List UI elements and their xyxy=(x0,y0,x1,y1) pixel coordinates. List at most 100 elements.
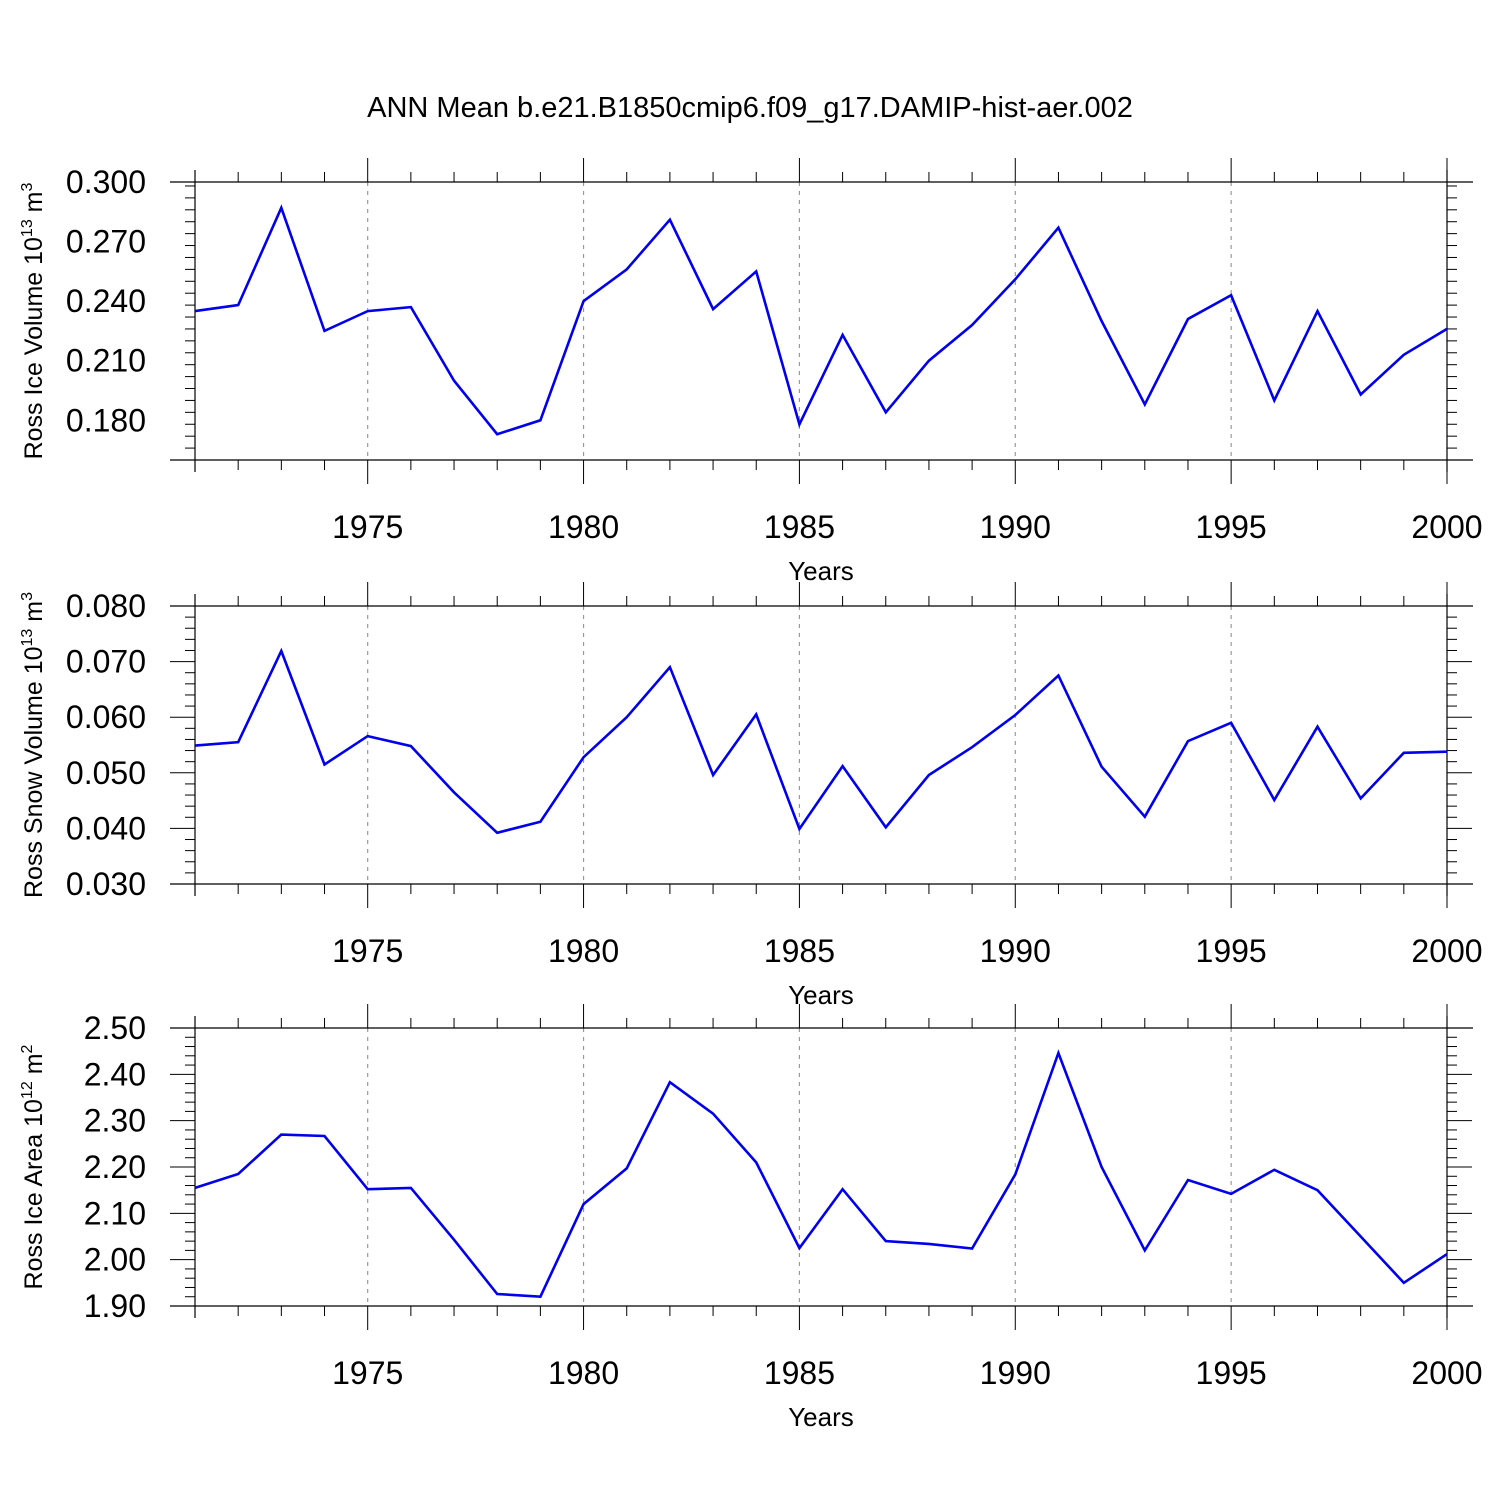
panel-1-point-1971 xyxy=(193,309,197,313)
panel-3-xtick-label-1990: 1990 xyxy=(980,1355,1051,1391)
panel-1-xtick-label-1990: 1990 xyxy=(980,509,1051,545)
panel-2-point-1993 xyxy=(1143,815,1147,819)
panel-1-xtick-label-1985: 1985 xyxy=(764,509,835,545)
panel-2-xtick-label-1995: 1995 xyxy=(1196,933,1267,969)
panel-1-point-1995 xyxy=(1229,293,1233,297)
panel-1-point-1996 xyxy=(1272,398,1276,402)
panel-2-point-1987 xyxy=(884,825,888,829)
panel-3-point-1988 xyxy=(927,1242,931,1246)
panel-2-point-1988 xyxy=(927,773,931,777)
panel-1-point-1989 xyxy=(970,323,974,327)
panel-1-point-1988 xyxy=(927,359,931,363)
panel-2-xtick-label-2000: 2000 xyxy=(1411,933,1482,969)
panel-3-point-1993 xyxy=(1143,1248,1147,1252)
panel-1-point-1980 xyxy=(582,299,586,303)
panel-3-point-1972 xyxy=(236,1172,240,1176)
panel-2-point-1979 xyxy=(538,820,542,824)
panel-2-point-1972 xyxy=(236,740,240,744)
panel-1-point-1976 xyxy=(409,305,413,309)
panel-2-series-line xyxy=(194,647,1448,835)
panel-1-point-1993 xyxy=(1143,402,1147,406)
panel-2-point-1977 xyxy=(452,790,456,794)
panel-2-ytick-label-5: 0.080 xyxy=(66,588,146,624)
panel-2-point-2000 xyxy=(1445,750,1449,754)
panel-1-point-1975 xyxy=(366,309,370,313)
panel-2-xtick-label-1980: 1980 xyxy=(548,933,619,969)
panel-2-point-1997 xyxy=(1315,725,1319,729)
panel-3-point-1986 xyxy=(841,1187,845,1191)
panel-1-point-1979 xyxy=(538,418,542,422)
panel-1-point-1973 xyxy=(279,206,283,210)
panel-3-ytick-label-3: 2.20 xyxy=(84,1149,146,1185)
panel-1-xaxis-label: Years xyxy=(788,556,854,586)
panel-3-point-1971 xyxy=(193,1186,197,1190)
panel-1-point-1986 xyxy=(841,333,845,337)
panel-3-point-1977 xyxy=(452,1238,456,1242)
panel-2-point-1992 xyxy=(1100,765,1104,769)
panel-3-ytick-label-1: 2.00 xyxy=(84,1242,146,1278)
panel-2-ytick-label-0: 0.030 xyxy=(66,866,146,902)
panel-3-ytick-label-2: 2.10 xyxy=(84,1195,146,1231)
panel-3-series-line xyxy=(194,1049,1448,1299)
panel-3-xtick-label-1985: 1985 xyxy=(764,1355,835,1391)
panel-2-point-1999 xyxy=(1402,751,1406,755)
panel-3-point-1987 xyxy=(884,1239,888,1243)
panel-1-point-1984 xyxy=(754,269,758,273)
panel-3-point-1984 xyxy=(754,1160,758,1164)
panel-2-point-1980 xyxy=(582,755,586,759)
panel-2-point-1976 xyxy=(409,744,413,748)
panel-1-xtick-label-2000: 2000 xyxy=(1411,509,1482,545)
panel-1-xtick-label-1980: 1980 xyxy=(548,509,619,545)
panel-1-ytick-label-4: 0.300 xyxy=(66,164,146,200)
panel-2-point-1971 xyxy=(193,744,197,748)
panel-3-ytick-label-0: 1.90 xyxy=(84,1288,146,1324)
panel-1-point-1994 xyxy=(1186,317,1190,321)
panel-2-xtick-label-1990: 1990 xyxy=(980,933,1051,969)
panel-3-point-1976 xyxy=(409,1186,413,1190)
panel-3-ytick-label-4: 2.30 xyxy=(84,1103,146,1139)
panel-1-point-1990 xyxy=(1013,277,1017,281)
panel-3-point-1995 xyxy=(1229,1192,1233,1196)
panel-2-point-1986 xyxy=(841,764,845,768)
panel-3-point-1978 xyxy=(495,1292,499,1296)
panel-3-xtick-label-1980: 1980 xyxy=(548,1355,619,1391)
panel-3-point-1998 xyxy=(1359,1235,1363,1239)
panel-1-point-2000 xyxy=(1445,327,1449,331)
panel-2-point-1984 xyxy=(754,712,758,716)
panel-2-point-1975 xyxy=(366,734,370,738)
panel-2-point-1981 xyxy=(625,715,629,719)
panel-1-ytick-label-0: 0.180 xyxy=(66,402,146,438)
panel-2-point-1978 xyxy=(495,831,499,835)
panel-3-point-1981 xyxy=(625,1166,629,1170)
panel-3-point-1975 xyxy=(366,1187,370,1191)
panel-3-xtick-label-1975: 1975 xyxy=(332,1355,403,1391)
panel-3-point-1980 xyxy=(582,1202,586,1206)
panel-3-point-1983 xyxy=(711,1112,715,1116)
panel-2-point-1991 xyxy=(1056,674,1060,678)
panel-2-ytick-label-3: 0.060 xyxy=(66,699,146,735)
panel-1-xtick-label-1975: 1975 xyxy=(332,509,403,545)
panel-3-xtick-label-1995: 1995 xyxy=(1196,1355,1267,1391)
panel-1-ytick-label-3: 0.270 xyxy=(66,224,146,260)
panel-3-point-1994 xyxy=(1186,1178,1190,1182)
panel-1-series-line xyxy=(194,204,1448,436)
panel-3-point-1985 xyxy=(797,1246,801,1250)
panel-2-xtick-label-1985: 1985 xyxy=(764,933,835,969)
panel-2-point-1996 xyxy=(1272,798,1276,802)
panel-1-point-1987 xyxy=(884,410,888,414)
panel-1-point-1998 xyxy=(1359,392,1363,396)
panel-2-xtick-label-1975: 1975 xyxy=(332,933,403,969)
panel-3-point-1990 xyxy=(1013,1172,1017,1176)
panel-3-ytick-label-6: 2.50 xyxy=(84,1010,146,1046)
panel-2-point-1998 xyxy=(1359,796,1363,800)
panel-3-point-1979 xyxy=(538,1295,542,1299)
panel-2-point-1974 xyxy=(323,762,327,766)
panel-1-xtick-label-1995: 1995 xyxy=(1196,509,1267,545)
panel-3-xtick-label-2000: 2000 xyxy=(1411,1355,1482,1391)
panel-1-yaxis-label: Ross Ice Volume 1013 m3 xyxy=(19,182,48,459)
panel-2-xaxis-label: Years xyxy=(788,980,854,1010)
panel-2-point-1995 xyxy=(1229,721,1233,725)
panel-3-point-1989 xyxy=(970,1247,974,1251)
